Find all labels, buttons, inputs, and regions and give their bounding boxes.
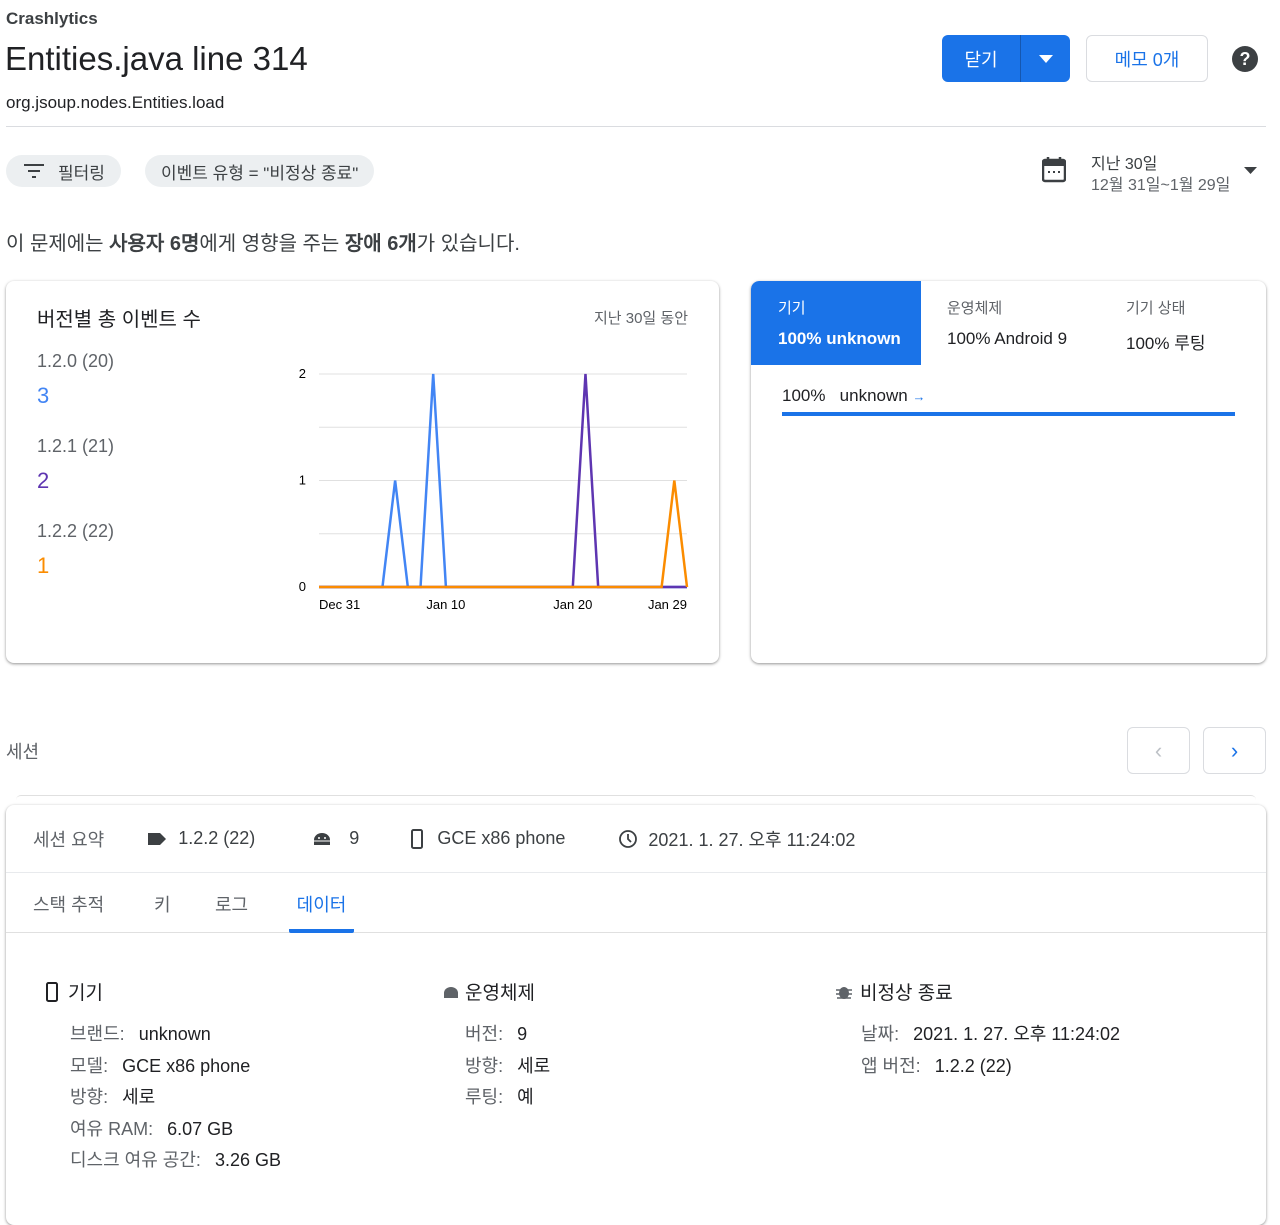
- tab-stack-trace[interactable]: 스택 추적: [33, 895, 105, 915]
- tab-logs[interactable]: 로그: [215, 895, 249, 915]
- detail-row: 날짜: 2021. 1. 27. 오후 11:24:02: [861, 1024, 1121, 1044]
- date-range[interactable]: 12월 31일~1월 29일: [1091, 177, 1231, 194]
- event-type-chip[interactable]: 이벤트 유형 = "비정상 종료": [145, 155, 375, 187]
- next-session-button[interactable]: ›: [1203, 727, 1266, 774]
- session-card: 세션 요약 1.2.2 (22) 9 GCE x86 phone 2021. 1…: [6, 805, 1266, 1225]
- date-dropdown-icon[interactable]: [1244, 167, 1257, 174]
- detail-row: 방향: 세로: [70, 1087, 156, 1107]
- card-title: 버전별 총 이벤트 수: [37, 309, 201, 331]
- events-line-chart: 0 1 2 Dec 31 Jan 10 Jan 20 Jan 29: [299, 366, 689, 612]
- close-issue-button-group: 닫기: [942, 35, 1070, 82]
- detail-row: 방향: 세로: [465, 1055, 551, 1076]
- tag-icon: [148, 832, 167, 845]
- bug-icon: [836, 986, 852, 999]
- x-tick-label: Jan 29: [648, 597, 687, 612]
- detail-row: 디스크 여유 공간: 3.26 GB: [70, 1150, 281, 1170]
- device-section-title: 기기: [46, 978, 103, 1005]
- filter-button[interactable]: 필터링: [6, 155, 121, 187]
- date-range-title[interactable]: 지난 30일: [1091, 156, 1158, 173]
- tab-os[interactable]: 운영체제 100% Android 9: [947, 300, 1068, 348]
- session-summary: 세션 요약 1.2.2 (22) 9 GCE x86 phone 2021. 1…: [6, 805, 1266, 873]
- page-subtitle: org.jsoup.nodes.Entities.load: [6, 93, 225, 112]
- detail-row: 브랜드: unknown: [70, 1024, 211, 1044]
- crash-section-title: 비정상 종료: [836, 978, 953, 1005]
- tab-data[interactable]: 데이터: [289, 891, 354, 933]
- divider: [6, 126, 1266, 127]
- detail-row: 앱 버전: 1.2.2 (22): [861, 1055, 1012, 1076]
- notes-button[interactable]: 메모 0개: [1086, 35, 1208, 82]
- version-label: 1.2.2 (22): [37, 521, 115, 541]
- arrow-right-icon: →: [912, 389, 926, 404]
- version-count: 3: [37, 383, 50, 408]
- issue-summary: 이 문제에는 사용자 6명에게 영향을 주는 장애 6개가 있습니다.: [6, 233, 520, 255]
- card-stack-edge: [16, 795, 1256, 805]
- tab-keys[interactable]: 키: [154, 895, 171, 915]
- y-tick-label: 2: [299, 366, 306, 381]
- tab-device-state[interactable]: 기기 상태 100% 루팅: [1126, 300, 1206, 353]
- help-icon[interactable]: ?: [1232, 46, 1258, 72]
- version-label: 1.2.1 (21): [37, 436, 115, 456]
- phone-icon: [411, 828, 424, 849]
- version-label: 1.2.0 (20): [37, 351, 115, 371]
- events-by-version-card: 버전별 총 이벤트 수 지난 30일 동안 1.2.0 (20) 3 1.2.1 (…: [6, 281, 719, 663]
- session-tabs: 스택 추적 키 로그 데이터: [6, 873, 1266, 933]
- version-count: 1: [37, 553, 50, 578]
- detail-row: 여유 RAM: 6.07 GB: [70, 1118, 234, 1139]
- filter-label: 필터링: [58, 163, 105, 183]
- filter-icon: [24, 164, 44, 178]
- x-tick-label: Jan 20: [553, 597, 592, 612]
- android-icon: [444, 986, 458, 998]
- card-period: 지난 30일 동안: [593, 310, 688, 327]
- close-button[interactable]: 닫기: [942, 35, 1021, 82]
- tab-device[interactable]: 기기 100% unknown: [751, 281, 921, 365]
- breadcrumb[interactable]: Crashlytics: [6, 9, 98, 28]
- breakdown-row[interactable]: 100% unknown →: [782, 386, 926, 405]
- breakdown-card: 기기 100% unknown 운영체제 100% Android 9 기기 상…: [751, 281, 1266, 663]
- y-tick-label: 0: [299, 579, 306, 594]
- android-icon: [314, 832, 331, 845]
- y-tick-label: 1: [299, 473, 306, 488]
- x-tick-label: Jan 10: [426, 597, 465, 612]
- caret-down-icon: [1038, 54, 1053, 63]
- page-title: Entities.java line 314: [5, 40, 308, 77]
- sessions-label: 세션: [6, 742, 40, 762]
- detail-row: 모델: GCE x86 phone: [70, 1055, 251, 1076]
- os-section-title: 운영체제: [443, 978, 535, 1005]
- breakdown-bar: [782, 412, 1235, 416]
- prev-session-button[interactable]: ‹: [1127, 727, 1190, 774]
- breakdown-bar-fill: [782, 412, 1235, 416]
- x-tick-label: Dec 31: [319, 597, 360, 612]
- clock-icon: [619, 829, 638, 848]
- detail-row: 루팅: 예: [465, 1087, 534, 1107]
- close-dropdown-button[interactable]: [1021, 35, 1070, 82]
- calendar-icon: [1042, 157, 1066, 183]
- version-count: 2: [37, 468, 50, 493]
- detail-row: 버전: 9: [465, 1024, 528, 1044]
- series-line-1.2.2: [319, 480, 689, 589]
- phone-icon: [46, 981, 58, 1002]
